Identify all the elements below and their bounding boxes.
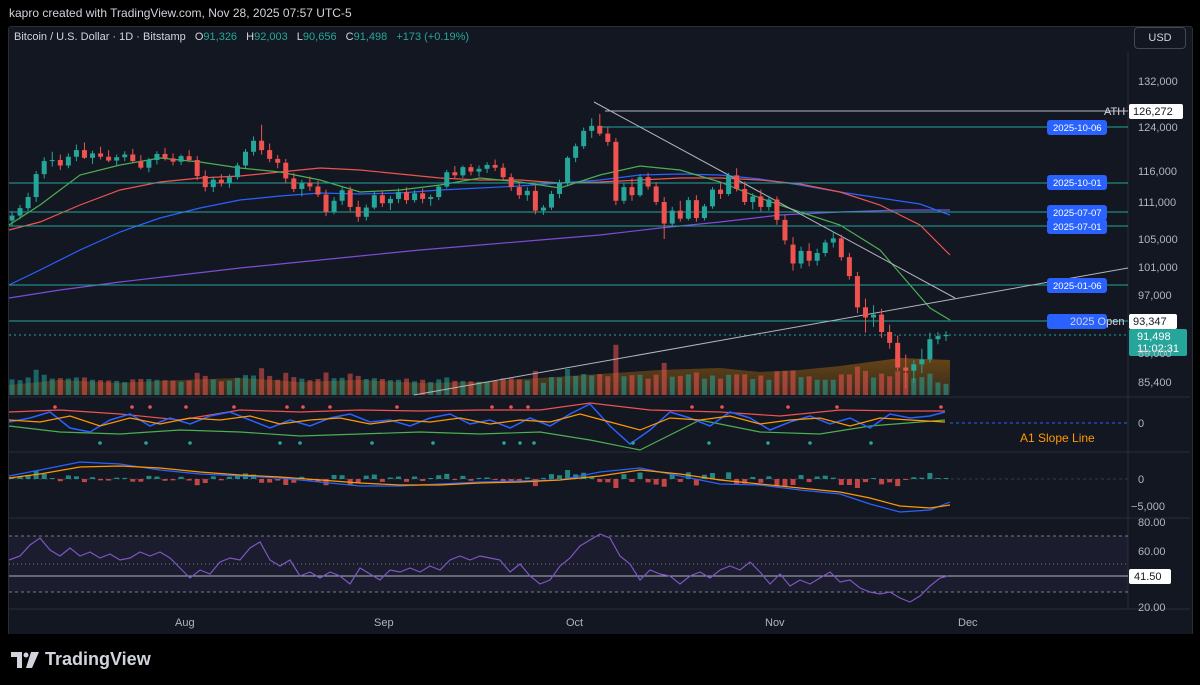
currency-button[interactable]: USD (1134, 27, 1186, 49)
footer (0, 634, 1200, 685)
open-value: 91,326 (203, 31, 238, 43)
symbol-title: Bitcoin / U.S. Dollar · 1D · Bitstamp (14, 31, 186, 43)
high-label: H (246, 31, 255, 43)
close-label: C (345, 31, 354, 43)
symbol-legend: Bitcoin / U.S. Dollar · 1D · Bitstamp O9… (14, 31, 469, 43)
high-value: 92,003 (254, 31, 288, 43)
tradingview-brand: TradingView (45, 649, 151, 669)
credit-text: kapro created with TradingView.com, Nov … (9, 6, 352, 20)
change-value: +173 (+0.19%) (396, 31, 470, 43)
low-label: L (296, 31, 303, 43)
tradingview-logo-icon (11, 651, 39, 668)
open-label: O (194, 31, 204, 43)
tradingview-logo[interactable]: TradingView (11, 649, 151, 670)
close-value: 91,498 (353, 31, 388, 43)
chart-frame[interactable] (8, 26, 1193, 636)
low-value: 90,656 (302, 31, 337, 43)
top-bar: kapro created with TradingView.com, Nov … (0, 0, 1200, 26)
